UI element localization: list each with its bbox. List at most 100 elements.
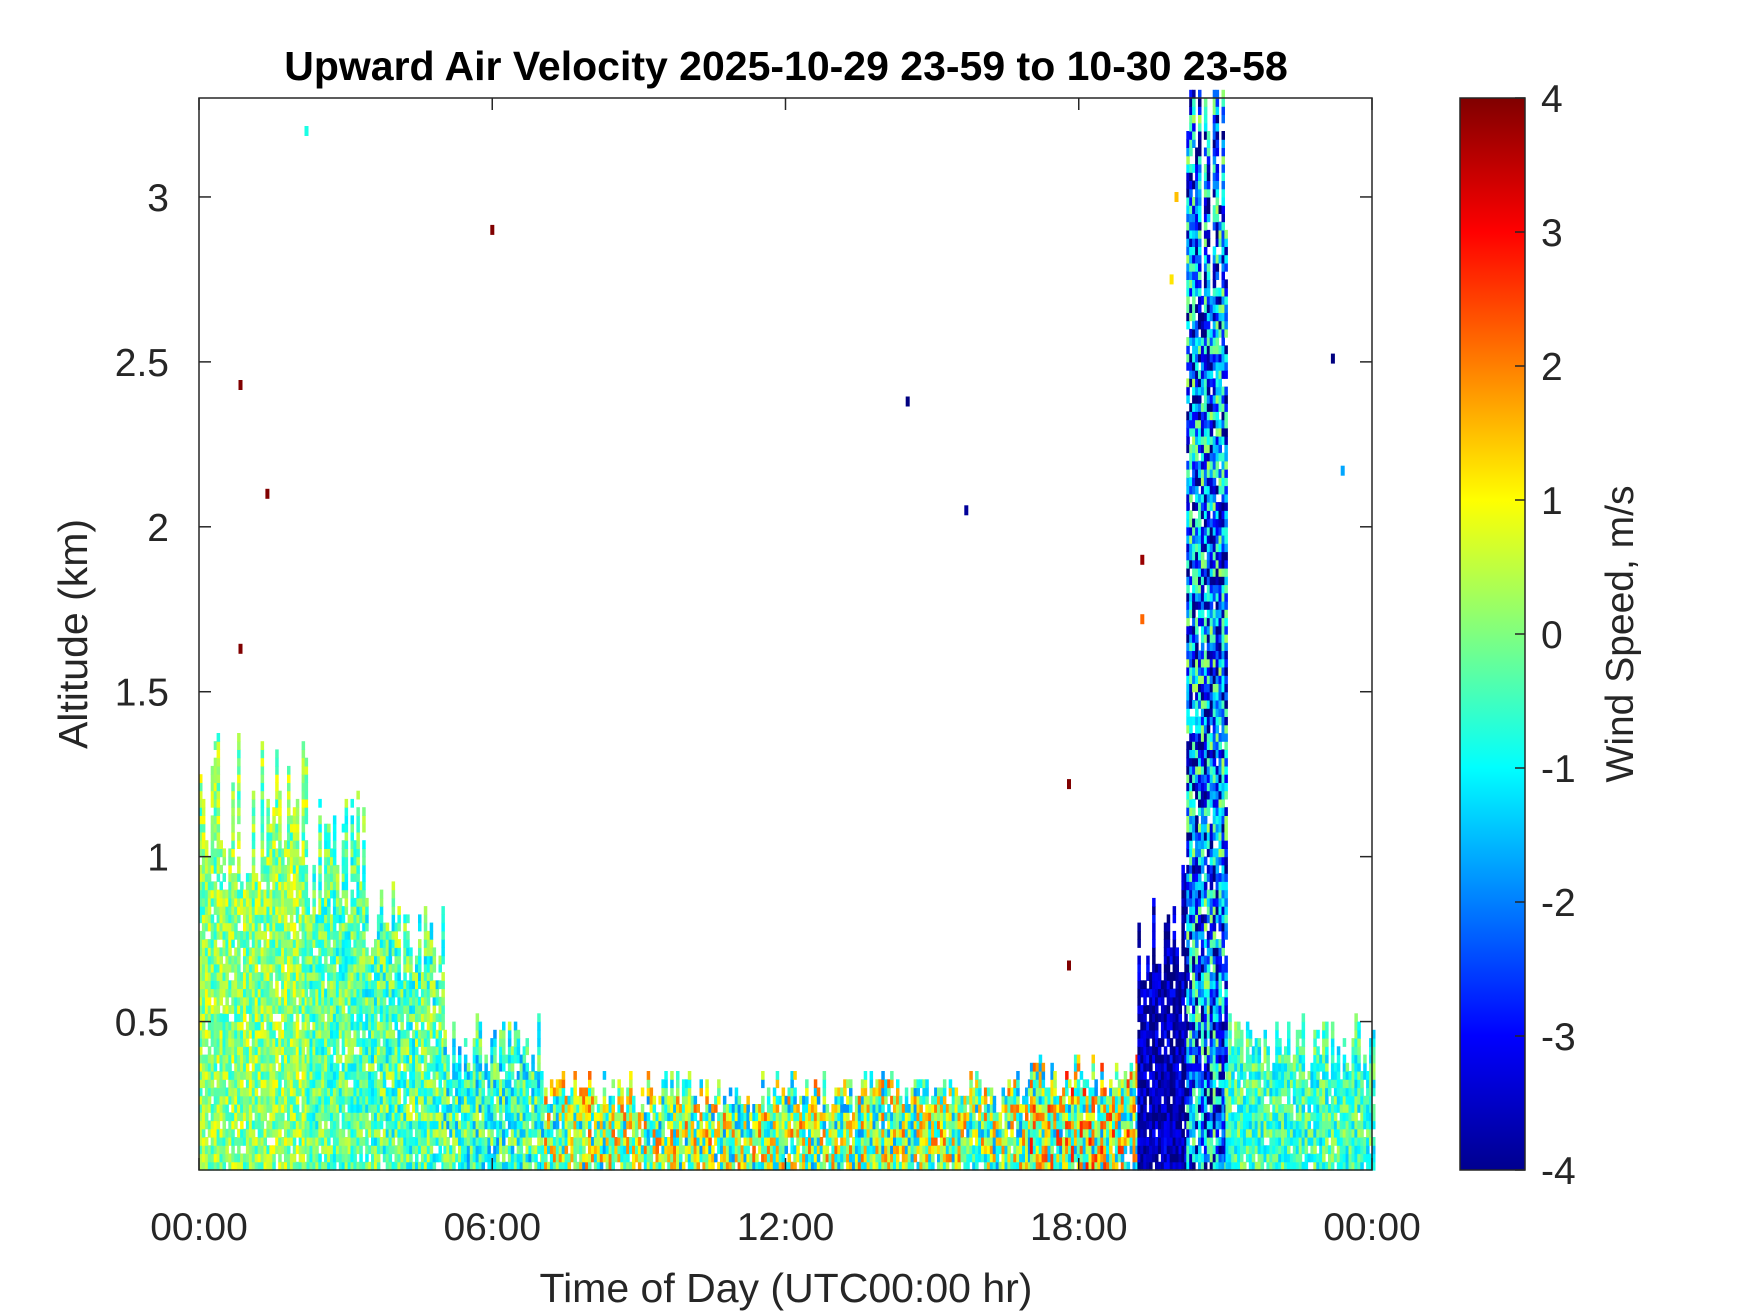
heatmap-cell xyxy=(306,1120,310,1130)
heatmap-cell xyxy=(251,1046,256,1056)
heatmap-cell xyxy=(458,1104,462,1113)
heatmap-cell xyxy=(743,1145,747,1155)
heatmap-cell xyxy=(213,864,218,874)
heatmap-cell xyxy=(890,1145,894,1155)
heatmap-cell xyxy=(234,1071,238,1080)
heatmap-cell xyxy=(866,1120,871,1130)
heatmap-cell xyxy=(284,873,288,882)
heatmap-cell xyxy=(306,947,310,957)
heatmap-cell xyxy=(350,856,354,866)
heatmap-cell xyxy=(611,1079,615,1089)
heatmap-cell xyxy=(394,972,398,981)
heatmap-cell xyxy=(406,955,410,965)
heatmap-cell xyxy=(275,1137,279,1146)
heatmap-cell xyxy=(362,996,366,1006)
heatmap-cell xyxy=(429,1087,434,1097)
heatmap-cell xyxy=(916,1104,920,1113)
heatmap-cell xyxy=(324,1021,328,1031)
heatmap-cell xyxy=(356,1054,360,1064)
heatmap-cell xyxy=(731,1112,736,1122)
heatmap-cell xyxy=(338,906,343,915)
heatmap-cell xyxy=(245,889,250,899)
heatmap-cell xyxy=(884,1112,888,1122)
heatmap-cell xyxy=(591,1095,595,1105)
heatmap-cell xyxy=(1047,1145,1051,1155)
heatmap-cell xyxy=(243,1062,247,1072)
heatmap-cell xyxy=(406,1079,410,1089)
heatmap-cell xyxy=(1065,1071,1069,1080)
heatmap-cell xyxy=(808,1120,812,1130)
heatmap-cell xyxy=(347,988,352,998)
heatmap-cell xyxy=(461,1145,465,1155)
heatmap-cell xyxy=(781,1161,786,1171)
heatmap-cell xyxy=(289,881,294,891)
heatmap-cell xyxy=(344,1137,349,1146)
heatmap-cell xyxy=(406,1038,410,1047)
heatmap-cell xyxy=(219,996,223,1006)
heatmap-cell xyxy=(1047,1137,1051,1146)
heatmap-cell xyxy=(469,1112,474,1122)
heatmap-cell xyxy=(679,1145,683,1155)
heatmap-cell xyxy=(240,1038,244,1047)
heatmap-cell xyxy=(409,1112,413,1122)
heatmap-cell xyxy=(289,1153,294,1163)
heatmap-cell xyxy=(335,889,340,899)
heatmap-cell xyxy=(975,1145,979,1155)
heatmap-cell xyxy=(652,1145,657,1155)
heatmap-cell xyxy=(446,1079,450,1089)
heatmap-cell xyxy=(359,906,363,915)
heatmap-cell xyxy=(321,1087,325,1097)
heatmap-cell xyxy=(438,1046,442,1056)
heatmap-cell xyxy=(646,1120,651,1130)
heatmap-cell xyxy=(284,922,288,932)
heatmap-cell xyxy=(620,1120,624,1130)
heatmap-cell xyxy=(1032,1120,1037,1130)
heatmap-cell xyxy=(528,1153,532,1163)
heatmap-cell xyxy=(228,881,232,891)
heatmap-cell xyxy=(420,1005,425,1014)
heatmap-cell xyxy=(412,1137,416,1146)
heatmap-cell xyxy=(585,1087,589,1097)
heatmap-cell xyxy=(1010,1128,1014,1138)
heatmap-cell xyxy=(298,1029,303,1039)
heatmap-cell xyxy=(341,1071,346,1080)
heatmap-cell xyxy=(397,1137,401,1146)
heatmap-cell xyxy=(248,1071,253,1080)
heatmap-cell xyxy=(248,889,253,899)
heatmap-cell xyxy=(435,1095,440,1105)
heatmap-cell xyxy=(391,881,396,891)
heatmap-cell xyxy=(204,864,209,874)
heatmap-cell xyxy=(243,1071,247,1080)
heatmap-cell xyxy=(287,1128,291,1138)
heatmap-cell xyxy=(356,840,360,849)
heatmap-cell xyxy=(588,1137,592,1146)
heatmap-cell xyxy=(452,1062,456,1072)
heatmap-cell xyxy=(292,1079,297,1089)
heatmap-cell xyxy=(306,1013,310,1023)
heatmap-cell xyxy=(353,922,357,932)
heatmap-cell xyxy=(896,1079,900,1089)
heatmap-cell xyxy=(493,1046,497,1056)
heatmap-cell xyxy=(251,1104,256,1113)
heatmap-cell xyxy=(397,963,401,973)
heatmap-cell xyxy=(898,1128,903,1138)
heatmap-cell xyxy=(1004,1137,1008,1146)
heatmap-cell xyxy=(605,1120,610,1130)
heatmap-cell xyxy=(216,1087,221,1097)
heatmap-cell xyxy=(681,1128,686,1138)
heatmap-cell xyxy=(216,980,221,990)
heatmap-cell xyxy=(327,1013,331,1023)
heatmap-cell xyxy=(969,1104,973,1113)
heatmap-cell xyxy=(318,972,322,981)
heatmap-cell xyxy=(420,1120,425,1130)
heatmap-cell xyxy=(626,1112,630,1122)
heatmap-cell xyxy=(248,1095,253,1105)
heatmap-cell xyxy=(519,1137,524,1146)
heatmap-cell xyxy=(388,1120,393,1130)
heatmap-cell xyxy=(281,897,285,907)
heatmap-cell xyxy=(690,1128,695,1138)
heatmap-cell xyxy=(376,972,381,981)
heatmap-cell xyxy=(295,939,300,948)
heatmap-cell xyxy=(199,897,203,907)
heatmap-cell xyxy=(306,1021,310,1031)
